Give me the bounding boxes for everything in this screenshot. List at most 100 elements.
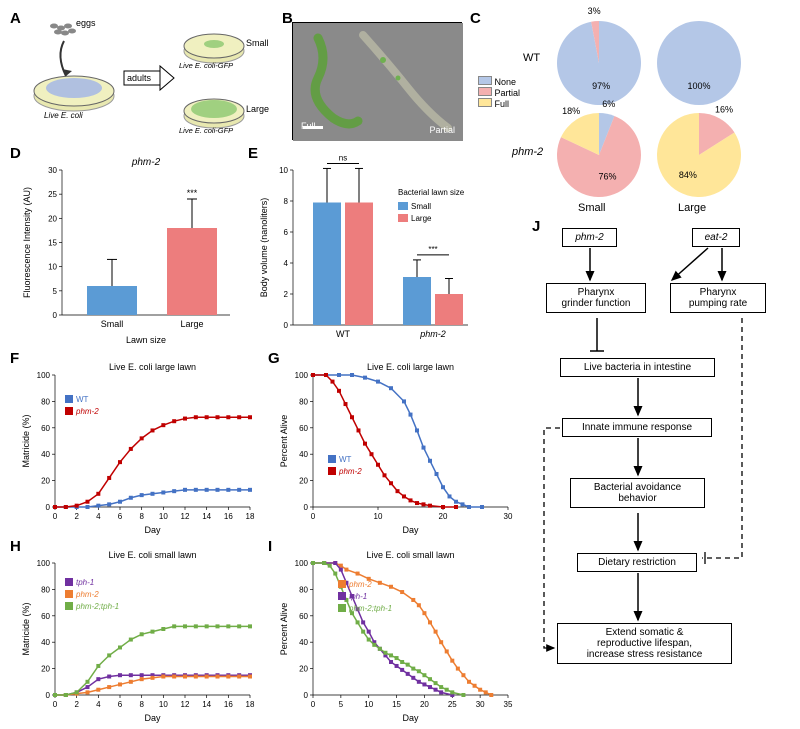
svg-text:Body volume (nanoliters): Body volume (nanoliters) bbox=[259, 198, 269, 298]
svg-text:76%: 76% bbox=[598, 171, 616, 181]
svg-text:4: 4 bbox=[96, 700, 101, 709]
pie-phm-small: 6%76%18% bbox=[554, 110, 644, 200]
svg-text:0: 0 bbox=[311, 512, 316, 521]
svg-text:100: 100 bbox=[295, 371, 309, 380]
svg-text:Live E. coli large lawn: Live E. coli large lawn bbox=[367, 362, 454, 372]
svg-text:Small: Small bbox=[411, 202, 431, 211]
figure: A eggs adults L bbox=[10, 10, 790, 719]
svg-text:80: 80 bbox=[299, 585, 308, 594]
svg-text:phm-2: phm-2 bbox=[338, 467, 362, 476]
svg-text:100: 100 bbox=[37, 559, 51, 568]
svg-text:20: 20 bbox=[299, 477, 308, 486]
panel-c: None Partial Full WT phm-2 97%3% 100% 6%… bbox=[478, 16, 790, 216]
svg-text:60: 60 bbox=[299, 424, 308, 433]
svg-text:Small: Small bbox=[101, 319, 124, 329]
wt-c-label: WT bbox=[523, 52, 540, 64]
small-dish-label: Small bbox=[246, 38, 269, 48]
svg-text:Percent Alive: Percent Alive bbox=[279, 603, 289, 656]
box-immune: Innate immune response bbox=[562, 418, 712, 437]
svg-text:30: 30 bbox=[504, 512, 513, 521]
svg-text:ns: ns bbox=[339, 153, 347, 162]
partial-label: Partial bbox=[429, 125, 455, 135]
svg-text:20: 20 bbox=[41, 665, 50, 674]
worm-svg bbox=[293, 23, 463, 141]
svg-text:97%: 97% bbox=[592, 81, 610, 91]
svg-text:WT: WT bbox=[336, 329, 350, 339]
svg-text:60: 60 bbox=[41, 612, 50, 621]
svg-text:10: 10 bbox=[279, 166, 288, 175]
svg-text:WT: WT bbox=[76, 395, 89, 404]
svg-text:phm-2: phm-2 bbox=[75, 407, 99, 416]
svg-text:3%: 3% bbox=[588, 6, 601, 16]
svg-text:40: 40 bbox=[299, 450, 308, 459]
panel-e-label: E bbox=[248, 145, 258, 162]
svg-text:5: 5 bbox=[53, 287, 58, 296]
panel-f: Live E. coli large lawn02040608010002468… bbox=[20, 360, 260, 535]
svg-text:35: 35 bbox=[504, 700, 513, 709]
svg-text:Lawn size: Lawn size bbox=[126, 335, 166, 345]
svg-text:60: 60 bbox=[299, 612, 308, 621]
svg-text:0: 0 bbox=[304, 691, 309, 700]
panel-b: Full Partial bbox=[292, 22, 462, 140]
panel-i: Live E. coli small lawn02040608010005101… bbox=[278, 548, 518, 723]
full-label: Full bbox=[301, 121, 316, 131]
svg-text:0: 0 bbox=[53, 512, 58, 521]
chart-d-svg: phm-2051015202530SmallLarge***Lawn sizeF… bbox=[20, 155, 240, 345]
small-c-label: Small bbox=[578, 202, 606, 214]
eggs-label: eggs bbox=[76, 18, 96, 28]
svg-text:18: 18 bbox=[246, 700, 255, 709]
svg-text:80: 80 bbox=[41, 397, 50, 406]
svg-text:25: 25 bbox=[448, 700, 457, 709]
svg-text:phm-2: phm-2 bbox=[75, 590, 99, 599]
panel-a-label: A bbox=[10, 10, 21, 27]
svg-text:84%: 84% bbox=[679, 170, 697, 180]
gfp-label-2: Live E. coli-GFP bbox=[179, 126, 233, 135]
svg-text:8: 8 bbox=[139, 512, 144, 521]
svg-text:5: 5 bbox=[339, 700, 344, 709]
svg-text:tph-1: tph-1 bbox=[349, 592, 367, 601]
chart-f-svg: Live E. coli large lawn02040608010002468… bbox=[20, 360, 260, 535]
svg-text:16: 16 bbox=[224, 700, 233, 709]
box-dr: Dietary restriction bbox=[577, 553, 697, 572]
svg-text:WT: WT bbox=[339, 455, 352, 464]
panel-j-label: J bbox=[532, 218, 540, 235]
chart-g-svg: Live E. coli large lawn02040608010001020… bbox=[278, 360, 518, 535]
svg-text:Percent Alive: Percent Alive bbox=[279, 415, 289, 468]
svg-text:0: 0 bbox=[46, 503, 51, 512]
svg-text:6: 6 bbox=[118, 512, 123, 521]
svg-text:10: 10 bbox=[48, 263, 57, 272]
large-c-label: Large bbox=[678, 202, 706, 214]
svg-text:100: 100 bbox=[295, 559, 309, 568]
svg-text:Day: Day bbox=[144, 525, 161, 535]
panel-e: 0246810nsWT***phm-2Bacterial lawn sizeSm… bbox=[258, 155, 478, 345]
svg-text:20: 20 bbox=[439, 512, 448, 521]
svg-text:4: 4 bbox=[96, 512, 101, 521]
svg-text:8: 8 bbox=[139, 700, 144, 709]
svg-text:20: 20 bbox=[299, 665, 308, 674]
svg-text:15: 15 bbox=[392, 700, 401, 709]
svg-text:2: 2 bbox=[74, 700, 79, 709]
gfp-label-1: Live E. coli-GFP bbox=[179, 61, 233, 70]
svg-text:10: 10 bbox=[374, 512, 383, 521]
svg-text:2: 2 bbox=[284, 290, 289, 299]
svg-text:20: 20 bbox=[41, 477, 50, 486]
pie-wt-large: 100% bbox=[654, 18, 744, 108]
phm-c-label: phm-2 bbox=[512, 146, 543, 158]
svg-text:Live E. coli large lawn: Live E. coli large lawn bbox=[109, 362, 196, 372]
svg-text:Day: Day bbox=[402, 713, 419, 723]
svg-text:18%: 18% bbox=[562, 106, 580, 116]
svg-text:Day: Day bbox=[402, 525, 419, 535]
svg-text:Day: Day bbox=[144, 713, 161, 723]
svg-text:phm-2: phm-2 bbox=[419, 329, 446, 339]
svg-text:10: 10 bbox=[364, 700, 373, 709]
svg-text:Live E. coli small lawn: Live E. coli small lawn bbox=[366, 550, 454, 560]
svg-text:12: 12 bbox=[181, 512, 190, 521]
svg-text:8: 8 bbox=[284, 197, 289, 206]
box-grinder: Pharynxgrinder function bbox=[546, 283, 646, 313]
panel-d: phm-2051015202530SmallLarge***Lawn sizeF… bbox=[20, 155, 240, 345]
panel-a: eggs adults Live E. coli Live E. coli-GF… bbox=[24, 16, 244, 136]
svg-text:0: 0 bbox=[304, 503, 309, 512]
svg-text:Fluorescence Intensity (AU): Fluorescence Intensity (AU) bbox=[22, 187, 32, 298]
svg-text:10: 10 bbox=[159, 700, 168, 709]
svg-text:40: 40 bbox=[41, 638, 50, 647]
